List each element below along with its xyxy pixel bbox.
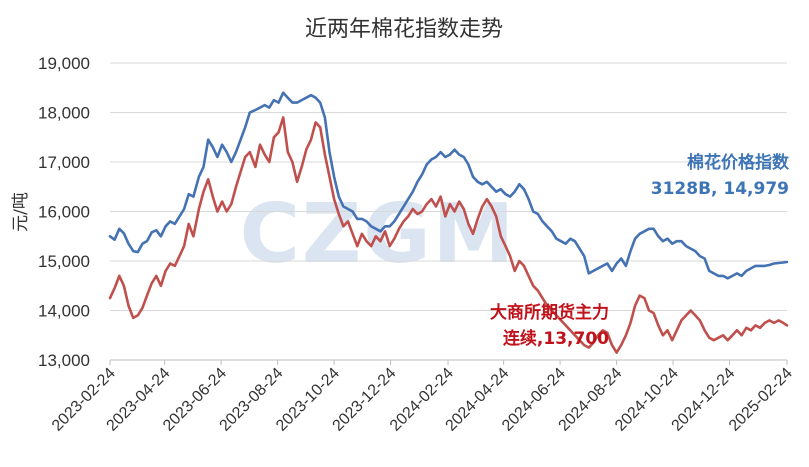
- y-axis-ticks: 13,000 14,000 15,000 16,000 17,000 18,000 19,0…: [38, 54, 90, 370]
- y-tick-label: 17,000: [38, 153, 90, 172]
- y-tick-label: 18,000: [38, 104, 90, 123]
- y-tick-label: 16,000: [38, 203, 90, 222]
- y-axis-label: 元/吨: [11, 192, 31, 232]
- annotation-2-line-1: 大商所期货主力: [490, 302, 609, 323]
- series-line-2: [108, 116, 789, 354]
- chart-title: 近两年棉花指数走势: [305, 17, 503, 42]
- y-tick-label: 15,000: [38, 252, 90, 271]
- annotation-1-line-1: 棉花价格指数: [687, 152, 790, 173]
- y-tick-label: 14,000: [38, 302, 90, 321]
- annotation-1-line-2: 3128B, 14,979: [651, 179, 789, 199]
- y-tick-label: 19,000: [38, 54, 90, 73]
- x-axis-ticks: 2023-02-242023-04-242023-06-242023-08-24…: [49, 360, 796, 435]
- watermark-text: CZGM: [240, 187, 517, 282]
- series-lines: [108, 91, 789, 354]
- y-tick-label: 13,000: [38, 351, 90, 370]
- annotation-2-line-2: 连续,13,700: [503, 328, 609, 349]
- series-line-1: [108, 91, 789, 280]
- gridlines: [110, 62, 787, 361]
